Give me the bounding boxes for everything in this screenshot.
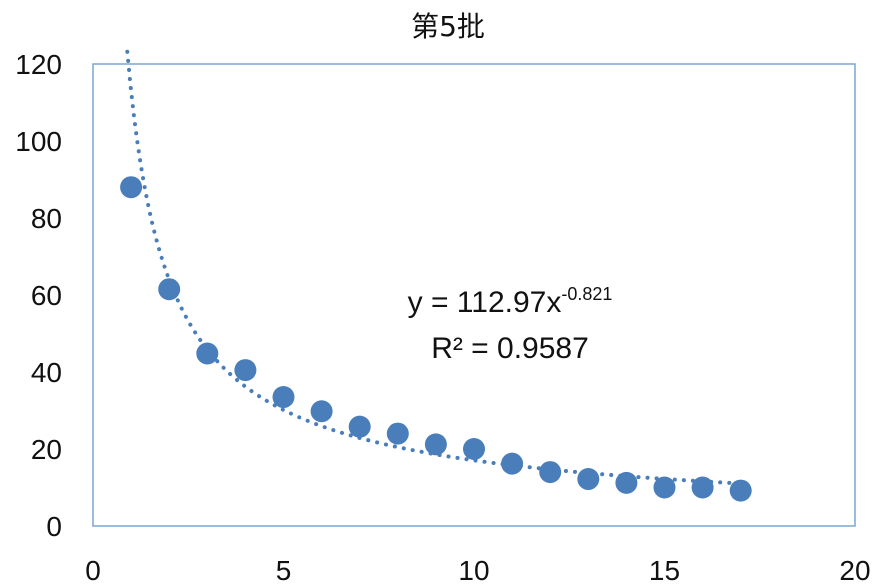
data-point [348, 415, 371, 438]
y-tick-label: 0 [46, 511, 62, 542]
trendline-equation-base: y = 112.97x [408, 286, 562, 319]
x-tick-label: 20 [839, 555, 870, 586]
x-tick-label: 5 [276, 555, 292, 586]
chart-title: 第5批 [411, 10, 485, 43]
y-tick-label: 20 [31, 434, 62, 465]
trendline-equation: y = 112.97x-0.821 [408, 284, 613, 319]
data-point [539, 461, 562, 484]
x-tick-label: 10 [458, 555, 489, 586]
plot-area-border [92, 63, 856, 527]
data-point [120, 176, 143, 199]
trendline-equation-exponent: -0.821 [561, 284, 612, 304]
data-point [272, 386, 295, 409]
data-points [120, 176, 752, 502]
data-point [463, 438, 485, 460]
data-point [729, 479, 752, 502]
data-point [424, 433, 447, 456]
trendline-r-squared: R² = 0.9587 [431, 332, 589, 365]
y-tick-label: 60 [31, 280, 62, 311]
y-tick-label: 80 [31, 203, 62, 234]
data-point [577, 468, 600, 491]
x-tick-label: 0 [85, 555, 101, 586]
data-point [653, 476, 676, 499]
y-tick-label: 40 [31, 357, 62, 388]
data-point [234, 359, 257, 382]
x-tick-label: 15 [649, 555, 680, 586]
data-point [196, 342, 219, 365]
data-point [501, 452, 524, 475]
data-point [615, 471, 638, 494]
y-tick-label: 120 [15, 49, 62, 80]
data-point [310, 400, 333, 423]
x-axis-tick-labels: 0 5 10 15 20 [85, 555, 870, 586]
data-point [691, 476, 714, 499]
y-tick-label: 100 [15, 126, 62, 157]
data-point [386, 422, 409, 445]
data-point [158, 278, 181, 301]
y-axis-tick-labels: 0 20 40 60 80 100 120 [15, 49, 62, 542]
power-trendline [125, 49, 743, 486]
